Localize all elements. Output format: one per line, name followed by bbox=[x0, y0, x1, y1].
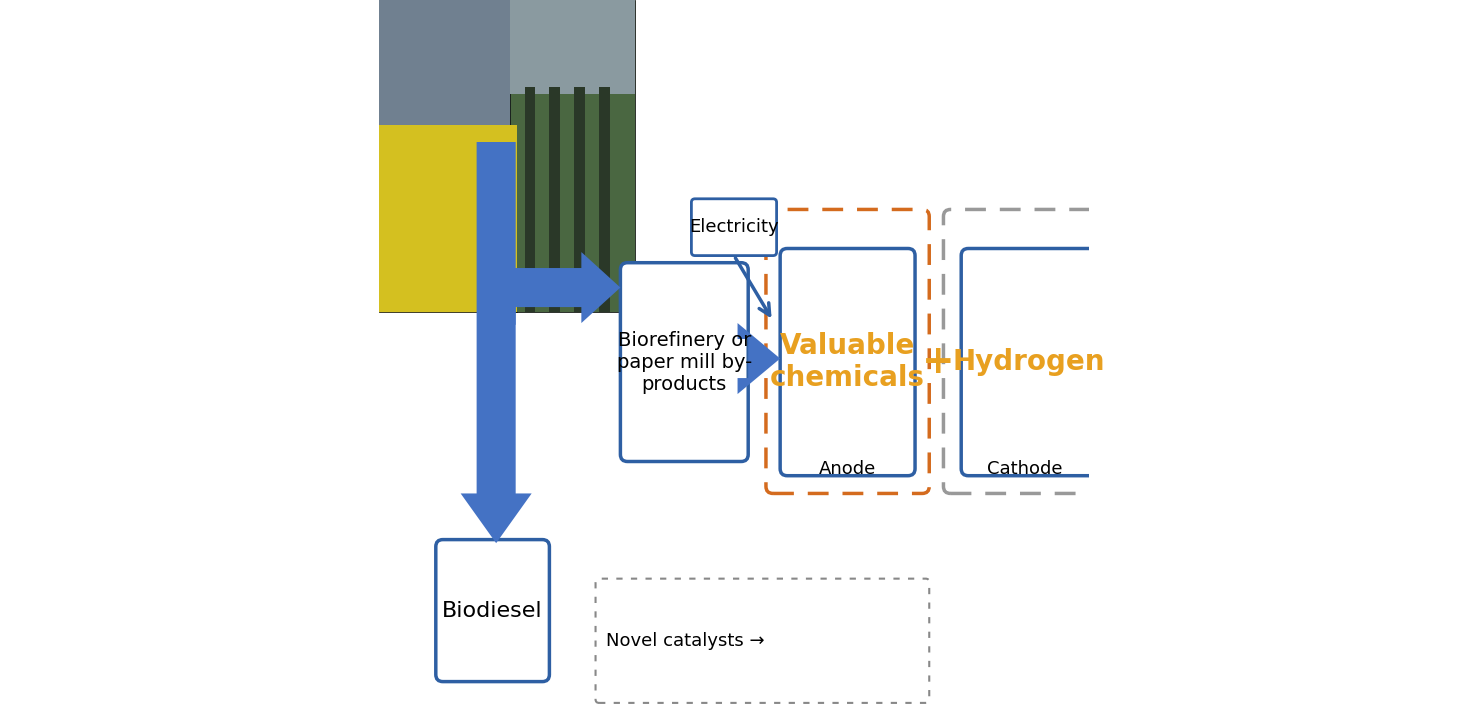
Bar bbox=[524, 87, 536, 312]
Bar bbox=[511, 0, 634, 312]
Polygon shape bbox=[737, 323, 780, 394]
Text: Hydrogen: Hydrogen bbox=[953, 348, 1105, 376]
Text: Anode: Anode bbox=[819, 459, 876, 478]
FancyBboxPatch shape bbox=[621, 263, 749, 462]
Text: +: + bbox=[922, 343, 954, 381]
Bar bbox=[379, 125, 517, 312]
Bar bbox=[599, 87, 609, 312]
Text: Novel catalysts →: Novel catalysts → bbox=[606, 632, 765, 650]
Text: Cathode: Cathode bbox=[988, 459, 1063, 478]
FancyBboxPatch shape bbox=[691, 199, 777, 256]
FancyBboxPatch shape bbox=[780, 248, 915, 476]
Bar bbox=[549, 87, 561, 312]
Text: Electricity: Electricity bbox=[688, 218, 780, 236]
Bar bbox=[379, 0, 517, 125]
Text: Biorefinery or
paper mill by-
products: Biorefinery or paper mill by- products bbox=[617, 331, 752, 393]
Bar bbox=[574, 87, 584, 312]
Text: Biodiesel: Biodiesel bbox=[442, 601, 543, 621]
Bar bbox=[511, 0, 634, 94]
Text: Valuable
chemicals: Valuable chemicals bbox=[771, 332, 925, 393]
Polygon shape bbox=[461, 142, 621, 543]
FancyBboxPatch shape bbox=[436, 540, 549, 682]
Bar bbox=[379, 0, 517, 312]
Wedge shape bbox=[498, 307, 515, 324]
FancyBboxPatch shape bbox=[962, 248, 1097, 476]
